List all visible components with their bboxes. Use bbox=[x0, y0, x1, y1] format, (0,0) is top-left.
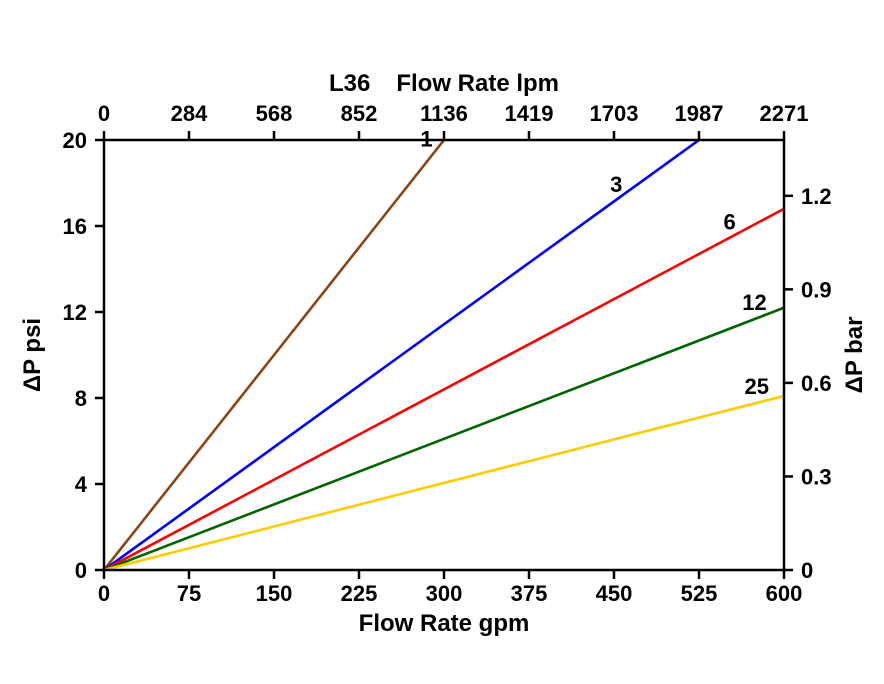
chart-title-prefix: L36 bbox=[329, 70, 370, 97]
x-top-tick-label: 1419 bbox=[505, 101, 554, 126]
x-tick-label: 375 bbox=[511, 581, 548, 606]
y-right-label: ΔP bar bbox=[841, 317, 868, 394]
y-right-tick-label: 0.6 bbox=[801, 371, 832, 396]
y-right-tick-label: 1.2 bbox=[801, 184, 832, 209]
x-tick-label: 300 bbox=[426, 581, 463, 606]
series-label-6: 6 bbox=[723, 210, 735, 235]
x-tick-label: 225 bbox=[341, 581, 378, 606]
y-tick-label: 8 bbox=[75, 386, 87, 411]
x-tick-label: 0 bbox=[98, 581, 110, 606]
x-tick-label: 150 bbox=[256, 581, 293, 606]
y-tick-label: 20 bbox=[63, 128, 87, 153]
x-top-tick-label: 1703 bbox=[590, 101, 639, 126]
y-tick-label: 4 bbox=[75, 472, 88, 497]
y-right-tick-label: 0.9 bbox=[801, 277, 832, 302]
chart-title-text: Flow Rate lpm bbox=[396, 70, 559, 97]
y-tick-label: 0 bbox=[75, 558, 87, 583]
x-top-tick-label: 1136 bbox=[420, 101, 468, 126]
x-tick-label: 525 bbox=[681, 581, 718, 606]
chart-title: L36 Flow Rate lpm bbox=[329, 70, 559, 97]
x-top-tick-label: 0 bbox=[98, 101, 110, 126]
y-right-tick-label: 0 bbox=[801, 558, 813, 583]
chart-container: 1361225075150225300375450525600Flow Rate… bbox=[0, 0, 884, 684]
series-label-25: 25 bbox=[745, 374, 769, 399]
y-right-tick-label: 0.3 bbox=[801, 464, 832, 489]
y-left-label: ΔP psi bbox=[19, 318, 46, 392]
x-top-tick-label: 568 bbox=[256, 101, 293, 126]
x-tick-label: 450 bbox=[596, 581, 633, 606]
series-label-12: 12 bbox=[742, 290, 766, 315]
x-bottom-label: Flow Rate gpm bbox=[359, 610, 530, 637]
x-top-tick-label: 1987 bbox=[675, 101, 724, 126]
x-top-tick-label: 284 bbox=[171, 101, 208, 126]
x-top-tick-label: 852 bbox=[341, 101, 378, 126]
y-tick-label: 12 bbox=[63, 300, 87, 325]
chart-svg: 1361225075150225300375450525600Flow Rate… bbox=[0, 0, 884, 684]
x-tick-label: 600 bbox=[766, 581, 803, 606]
x-top-tick-label: 2271 bbox=[760, 101, 809, 126]
y-tick-label: 16 bbox=[63, 214, 87, 239]
x-tick-label: 75 bbox=[177, 581, 201, 606]
series-label-3: 3 bbox=[610, 172, 622, 197]
